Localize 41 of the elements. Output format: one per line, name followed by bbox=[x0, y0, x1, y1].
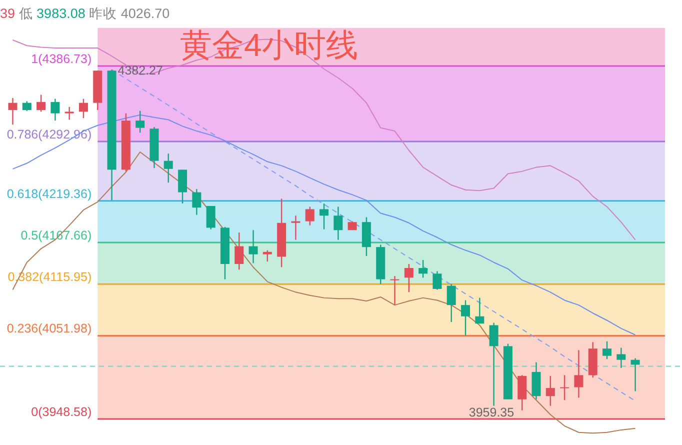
candlestick bbox=[489, 322, 498, 406]
ref-line-label: 0.618(4219.36) bbox=[6, 186, 92, 201]
candlestick bbox=[574, 350, 584, 398]
candlestick bbox=[178, 169, 188, 204]
candlestick bbox=[390, 275, 400, 306]
candlestick bbox=[432, 270, 442, 290]
candlestick bbox=[560, 374, 570, 401]
chart-title: 黄金4小时线 bbox=[180, 27, 358, 63]
ref-line-label: 0(3948.58) bbox=[31, 405, 92, 419]
text: 39 低 3983.08 昨收 4026.70 bbox=[0, 6, 170, 21]
candlestick bbox=[418, 259, 428, 278]
candlestick bbox=[262, 250, 272, 262]
ref-line-label: 0.236(4051.98) bbox=[6, 322, 92, 336]
candlestick bbox=[475, 297, 484, 324]
candlestick bbox=[404, 263, 414, 293]
candlestick bbox=[291, 215, 300, 240]
candlestick bbox=[50, 98, 60, 122]
candlestick bbox=[136, 110, 145, 134]
candlestick bbox=[602, 340, 612, 360]
candlestick bbox=[78, 98, 88, 119]
candlestick bbox=[320, 202, 329, 230]
candlestick bbox=[36, 94, 46, 112]
candlestick bbox=[206, 205, 216, 230]
candlestick bbox=[305, 206, 314, 226]
candlestick bbox=[461, 300, 470, 336]
candlestick bbox=[192, 188, 202, 216]
candlestick bbox=[248, 230, 258, 264]
candlestick bbox=[518, 374, 527, 411]
candlestick bbox=[164, 153, 173, 184]
candlestick bbox=[616, 347, 626, 369]
annotation: 4382.27 bbox=[118, 64, 164, 78]
candlestick bbox=[446, 284, 456, 323]
candlestick bbox=[334, 206, 343, 240]
candlestick bbox=[22, 100, 32, 112]
ref-line-label: 1(4386.73) bbox=[31, 52, 92, 66]
candlestick bbox=[630, 358, 640, 392]
candlestick bbox=[8, 97, 18, 126]
candlestick bbox=[234, 232, 244, 270]
annotation: 3959.35 bbox=[468, 405, 514, 420]
candlestick bbox=[64, 106, 74, 120]
candlestick bbox=[546, 375, 555, 406]
